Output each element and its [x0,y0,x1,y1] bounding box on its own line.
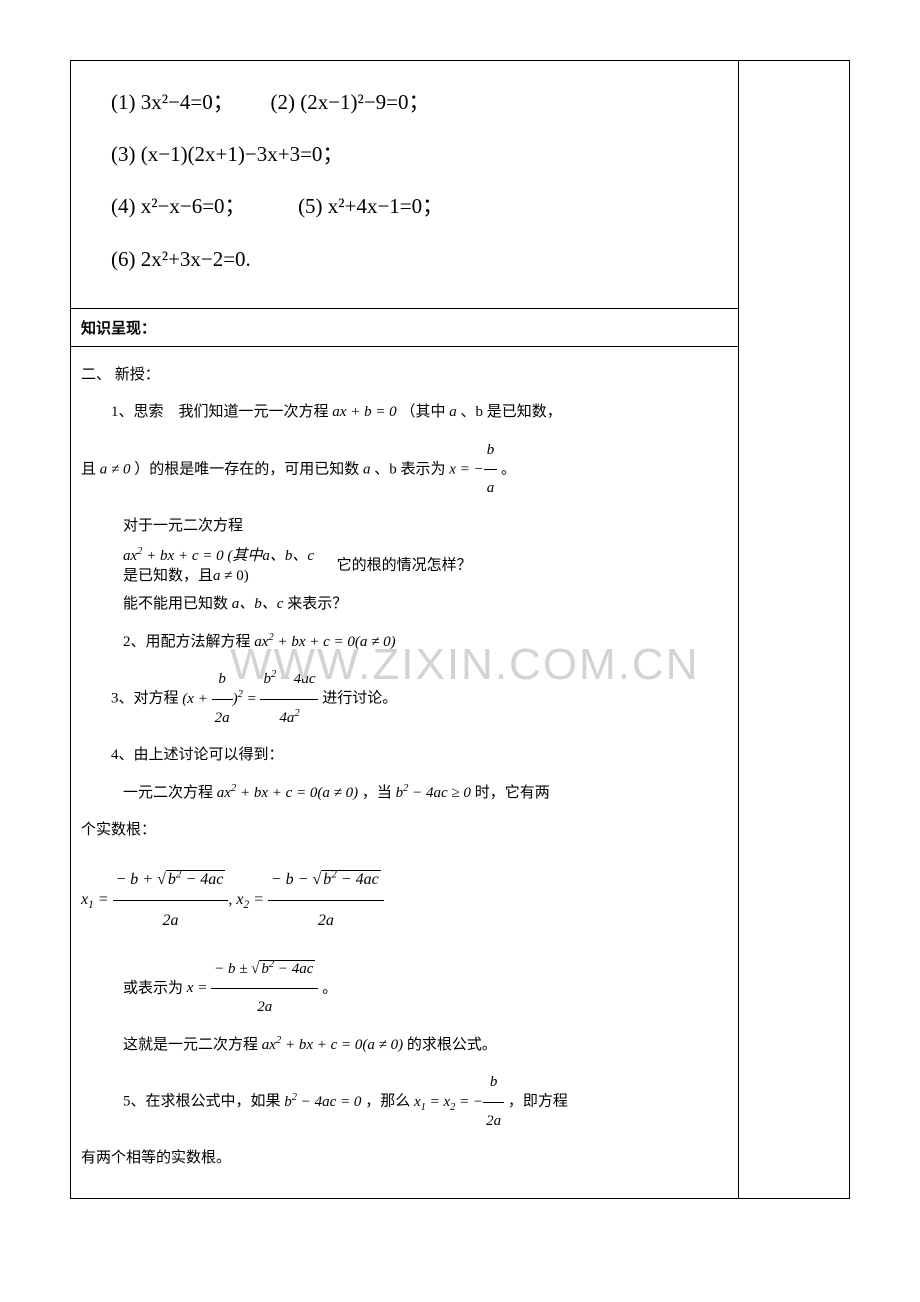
t12-eq: ax2 + bx + c = 0(a ≠ 0) [262,1037,403,1053]
t2-period: 。 [501,461,516,477]
t13-mid: ，那么 [365,1094,410,1110]
t13-suffix: ，即方程 [508,1094,568,1110]
t2-x: x = − [449,461,483,477]
paragraph-10: 个实数根： [81,812,728,850]
t2-prefix: 且 [81,461,96,477]
knowledge-section-title: 知识呈现： [71,309,738,346]
frac-b-a: ba [484,432,498,508]
content-section: 二、 新授： 1、思索 我们知道一元一次方程 ax + b = 0 （其中 a … [71,347,738,1198]
paragraph-8: 4、由上述讨论可以得到： [81,737,728,775]
problems-section: (1) 3x²−4=0； (2) (2x−1)²−9=0； (3) (x−1)(… [71,61,738,309]
problem-row-3: (4) x²−x−6=0； (5) x²+4x−1=0； [111,183,708,229]
frac-num-b: b [484,432,498,471]
t6-eq: ax2 + bx + c = 0(a ≠ 0) [254,634,395,650]
paragraph-3: 对于一元二次方程 [81,508,728,546]
problem-1: (1) 3x²−4=0； [111,90,234,114]
t12-suffix: 的求根公式。 [407,1037,497,1053]
right-column [739,61,849,1198]
problem-row-1: (1) 3x²−4=0； (2) (2x−1)²−9=0； [111,79,708,125]
section-heading: 二、 新授： [81,357,728,395]
t13-cond: b2 − 4ac = 0 [284,1094,361,1110]
t13-eq: x1 = x2 = −b2a [414,1094,504,1110]
paragraph-14: 有两个相等的实数根。 [81,1140,728,1178]
quadratic-roots-formula: x1 = − b + √b2 − 4ac2a, x2 = − b − √b2 −… [81,860,728,941]
t4-q: 它的根的情况怎样？ [337,558,472,574]
t1-prefix: 1、思索 我们知道一元一次方程 [111,404,329,420]
t1-a: a [449,404,457,420]
t2-a2: a [363,461,371,477]
t5-vars: a、b、c [232,596,284,612]
t4-b: 是已知数，且a ≠ 0) [123,568,249,584]
problem-6: (6) 2x²+3x−2=0. [111,247,251,271]
t7-prefix: 3、对方程 [111,691,179,707]
problem-2: (2) (2x−1)²−9=0； [270,90,429,114]
paragraph-4: ax2 + bx + c = 0 (其中a、b、c 是已知数，且a ≠ 0) 它… [81,545,728,586]
t11-or: 或表示为 [123,980,183,996]
t12-prefix: 这就是一元二次方程 [123,1037,258,1053]
t2-mid: ）的根是唯一存在的，可用已知数 [134,461,359,477]
t4-block: ax2 + bx + c = 0 (其中a、b、c 是已知数，且a ≠ 0) [123,545,314,586]
problem-row-2: (3) (x−1)(2x+1)−3x+3=0； [111,131,708,177]
t5-prefix: 能不能用已知数 [123,596,228,612]
t11-period: 。 [322,980,337,996]
problem-5: (5) x²+4x−1=0； [298,194,443,218]
left-column: (1) 3x²−4=0； (2) (2x−1)²−9=0； (3) (x−1)(… [71,61,739,1198]
paragraph-9: 一元二次方程 ax2 + bx + c = 0(a ≠ 0) ，当 b2 − 4… [81,775,728,813]
main-container: (1) 3x²−4=0； (2) (2x−1)²−9=0； (3) (x−1)(… [70,60,850,1199]
t13-prefix: 5、在求根公式中，如果 [123,1094,281,1110]
t9-suffix: 时，它有两 [475,785,550,801]
paragraph-2: 且 a ≠ 0 ）的根是唯一存在的，可用已知数 a 、b 表示为 x = −ba… [81,432,728,508]
t6-prefix: 2、用配方法解方程 [123,634,251,650]
t1-b: 、b 是已知数， [460,404,561,420]
paragraph-5: 能不能用已知数 a、b、c 来表示？ [81,586,728,624]
problem-4: (4) x²−x−6=0； [111,194,246,218]
problem-3: (3) (x−1)(2x+1)−3x+3=0； [111,142,343,166]
t9-eq: ax2 + bx + c = 0(a ≠ 0) [217,785,358,801]
t2-aneq: a ≠ 0 [100,461,131,477]
problem-row-4: (6) 2x²+3x−2=0. [111,236,708,282]
t1-eq: ax + b = 0 [332,404,396,420]
t1-mid: （其中 [400,404,445,420]
t7-eq: (x + b2a)2 = b2 − 4ac4a2 [182,691,318,707]
t2-mid2: 、b 表示为 [374,461,445,477]
paragraph-1: 1、思索 我们知道一元一次方程 ax + b = 0 （其中 a 、b 是已知数… [81,394,728,432]
t4-eq: ax2 + bx + c = 0 (其中a、b、c [123,548,314,564]
t7-suffix: 进行讨论。 [322,691,397,707]
t9-mid: ，当 [362,785,392,801]
paragraph-13: 5、在求根公式中，如果 b2 − 4ac = 0 ，那么 x1 = x2 = −… [81,1064,728,1140]
paragraph-6: 2、用配方法解方程 ax2 + bx + c = 0(a ≠ 0) [81,624,728,662]
frac-den-a: a [484,470,498,508]
combined-formula: x = − b ± √b2 − 4ac2a [187,980,319,996]
paragraph-12: 这就是一元二次方程 ax2 + bx + c = 0(a ≠ 0) 的求根公式。 [81,1027,728,1065]
paragraph-7: 3、对方程 (x + b2a)2 = b2 − 4ac4a2 进行讨论。 [81,661,728,737]
paragraph-11: 或表示为 x = − b ± √b2 − 4ac2a 。 [81,951,728,1027]
t9-cond: b2 − 4ac ≥ 0 [396,785,471,801]
t9-prefix: 一元二次方程 [123,785,213,801]
t5-suffix: 来表示？ [287,596,347,612]
